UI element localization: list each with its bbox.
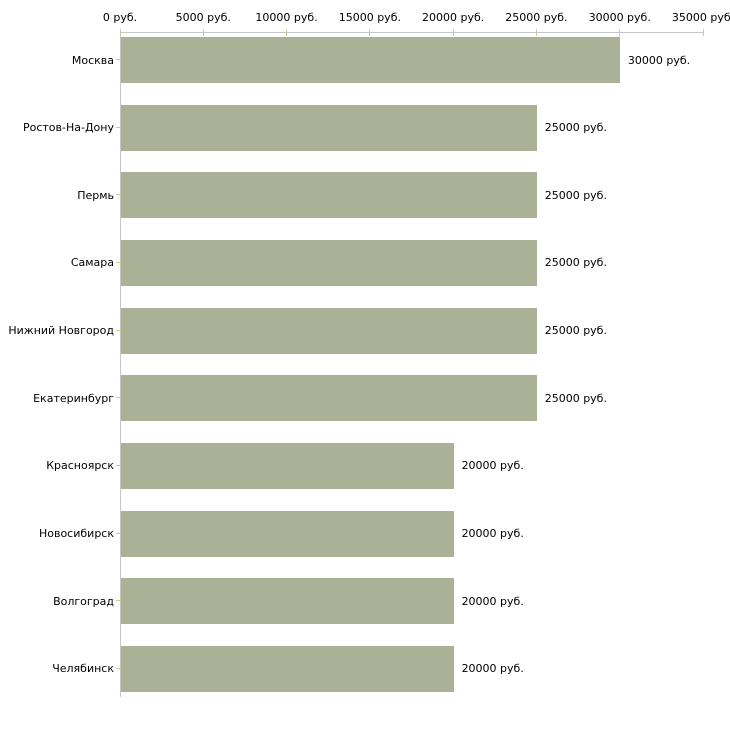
value-label: 25000 руб. xyxy=(544,188,607,202)
category-label: Волгоград xyxy=(53,594,114,608)
value-label: 25000 руб. xyxy=(544,121,607,135)
bar-row: Новосибирск 20000 руб. xyxy=(39,510,703,557)
bar-row: Красноярск 20000 руб. xyxy=(46,442,703,489)
x-axis-tick-label: 35000 руб. xyxy=(671,11,730,24)
bar xyxy=(121,172,537,219)
x-axis-tick-label: 20000 руб. xyxy=(422,11,485,24)
category-label: Пермь xyxy=(77,188,114,202)
x-axis-tick-label: 5000 руб. xyxy=(175,11,231,24)
bar xyxy=(121,578,454,625)
x-axis-tick-label: 15000 руб. xyxy=(338,11,401,24)
bar-row: Екатеринбург 25000 руб. xyxy=(33,375,703,422)
value-label: 20000 руб. xyxy=(461,662,524,676)
y-axis-line xyxy=(120,32,121,697)
y-axis-tick-mark-icon xyxy=(116,464,121,466)
y-axis-tick-mark-icon xyxy=(116,329,121,331)
value-label: 20000 руб. xyxy=(461,594,524,608)
bar-row: Челябинск 20000 руб. xyxy=(52,645,703,692)
category-label: Красноярск xyxy=(46,459,114,473)
y-axis-tick-mark-icon xyxy=(116,59,121,60)
bar-rows: Москва 30000 руб. Ростов-На-Дону 25000 р… xyxy=(8,32,703,697)
bar-row: Ростов-На-Дону 25000 руб. xyxy=(23,104,703,151)
category-label: Новосибирск xyxy=(38,527,114,541)
bar-row: Пермь 25000 руб. xyxy=(77,172,703,219)
value-label: 25000 руб. xyxy=(544,391,607,405)
y-axis-tick-mark-icon xyxy=(116,397,121,399)
y-axis-tick-mark-icon xyxy=(116,600,121,602)
y-axis-tick-mark-icon xyxy=(116,532,121,534)
y-axis-tick-mark-icon xyxy=(116,194,121,196)
value-label: 30000 руб. xyxy=(627,53,691,67)
category-label: Самара xyxy=(70,256,114,270)
bar xyxy=(121,510,454,557)
bar xyxy=(121,645,454,692)
category-label: Москва xyxy=(71,53,114,67)
value-label: 25000 руб. xyxy=(544,324,607,338)
bar-row: Волгоград 20000 руб. xyxy=(53,578,703,625)
category-label: Нижний Новгород xyxy=(8,324,114,338)
y-axis-tick-mark-icon xyxy=(116,667,121,669)
bar xyxy=(121,37,620,83)
value-label: 25000 руб. xyxy=(544,256,607,270)
bar xyxy=(121,104,537,151)
plot-area: 0 руб. 5000 руб. 10000 руб. 15000 руб. 2… xyxy=(8,11,730,697)
y-axis-tick-mark-icon xyxy=(116,126,121,128)
bar-row: Самара 25000 руб. xyxy=(71,239,703,286)
x-axis-line xyxy=(120,32,703,33)
x-axis-tick-label: 10000 руб. xyxy=(255,11,318,24)
x-axis-tick-label: 25000 руб. xyxy=(505,11,568,24)
bar-row: Москва 30000 руб. xyxy=(72,37,703,83)
category-label: Екатеринбург xyxy=(33,391,114,405)
bar xyxy=(121,442,454,489)
bar xyxy=(121,307,537,354)
value-label: 20000 руб. xyxy=(461,527,524,541)
y-axis-tick-mark-icon xyxy=(116,261,121,263)
bar xyxy=(121,239,537,286)
category-label: Челябинск xyxy=(52,662,114,676)
value-label: 20000 руб. xyxy=(461,459,524,473)
x-axis-tick-label: 0 руб. xyxy=(102,11,138,24)
bar xyxy=(121,375,537,422)
x-axis-tick-label: 30000 руб. xyxy=(588,11,651,24)
category-label: Ростов-На-Дону xyxy=(22,121,114,135)
bar-row: Нижний Новгород 25000 руб. xyxy=(8,307,703,354)
